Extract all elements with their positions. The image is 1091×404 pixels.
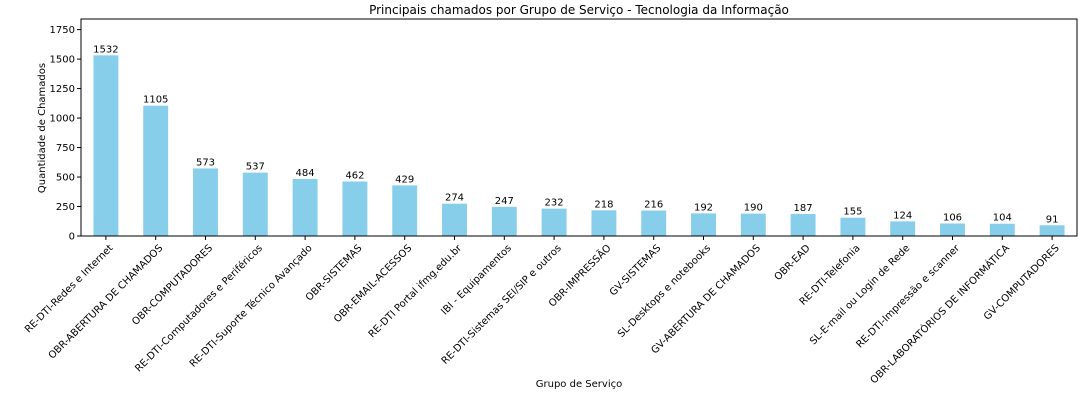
bar <box>342 181 368 236</box>
bar <box>890 221 916 236</box>
bar <box>691 213 716 236</box>
bar-value-label: 1532 <box>93 44 118 55</box>
bar-value-label: 192 <box>694 202 713 213</box>
y-tick-label: 250 <box>56 202 75 213</box>
bar <box>1039 225 1065 236</box>
x-tick-label: OBR-COMPUTADORES <box>130 243 215 328</box>
y-tick-label: 750 <box>56 143 75 154</box>
x-axis-label: Grupo de Serviço <box>536 379 622 390</box>
bar-value-label: 218 <box>594 199 613 210</box>
y-tick-label: 500 <box>56 173 75 184</box>
x-tick-label: GV-ABERTURA DE CHAMADOS <box>649 243 763 357</box>
bar <box>292 178 318 236</box>
bar <box>491 206 517 236</box>
y-axis: 0 250 500 750 1000 1250 1500 1750 <box>50 25 81 243</box>
bar-value-label: 247 <box>495 196 514 207</box>
bar-value-label: 216 <box>644 200 663 211</box>
bar-value-label: 462 <box>345 171 364 182</box>
chart-title: Principais chamados por Grupo de Serviço… <box>369 3 789 17</box>
bar-value-label: 429 <box>395 174 414 185</box>
bar <box>591 210 617 236</box>
bar <box>392 185 418 236</box>
y-axis-label: Quantidade de Chamados <box>37 63 48 193</box>
bar <box>541 208 567 236</box>
x-tick-label: GV-SISTEMAS <box>608 243 664 299</box>
bar <box>790 213 816 236</box>
bars-group: 1532 1105 573 537 484 462 429 274 247 232 218 216 19… <box>93 44 1065 236</box>
bar-value-label: 537 <box>246 162 265 173</box>
bar-value-label: 190 <box>744 203 763 214</box>
plot-frame <box>80 18 1078 237</box>
y-tick-label: 0 <box>69 232 75 243</box>
bar-value-label: 91 <box>1046 214 1059 225</box>
bar <box>740 213 766 236</box>
bar <box>242 172 268 236</box>
bar <box>143 105 169 236</box>
bar-value-label: 104 <box>993 213 1012 224</box>
bar-value-label: 155 <box>843 207 862 218</box>
bar-value-label: 274 <box>445 193 464 204</box>
bar <box>641 210 667 236</box>
x-tick-label: SL-E-mail ou Login de Rede <box>808 243 912 347</box>
bar <box>840 217 866 236</box>
bar <box>93 55 119 236</box>
x-tick-label: RE-DTI-Impressão e scanner <box>854 242 962 350</box>
bar <box>442 203 467 236</box>
bar-value-label: 187 <box>794 203 813 214</box>
y-tick-label: 1000 <box>50 114 75 125</box>
bar <box>989 223 1015 236</box>
bar-value-label: 1105 <box>143 95 168 106</box>
bar-value-label: 484 <box>296 168 315 179</box>
x-tick-label: OBR-EAD <box>773 243 813 283</box>
x-tick-label: RE-DTI-Redes e Internet <box>23 243 116 336</box>
y-tick-label: 1500 <box>50 55 75 66</box>
bar-value-label: 573 <box>196 157 215 168</box>
bar-value-label: 106 <box>943 212 962 223</box>
y-tick-label: 1750 <box>50 25 75 36</box>
bar <box>193 168 218 236</box>
y-tick-label: 1250 <box>50 84 75 95</box>
bar <box>940 223 965 236</box>
x-tick-label: RE-DTI Portal ifmg.edu.br <box>367 242 465 340</box>
x-tick-label: SL-Desktops e notebooks <box>616 243 713 340</box>
bar-value-label: 232 <box>545 198 564 209</box>
bar-value-label: 124 <box>893 210 912 221</box>
